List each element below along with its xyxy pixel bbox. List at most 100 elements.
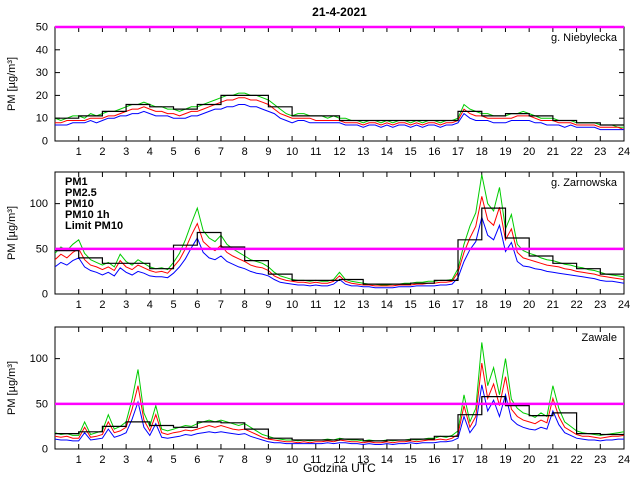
x-tick-label: 1 <box>76 454 82 466</box>
y-tick-label: 0 <box>42 289 48 301</box>
series-pm10-1h <box>55 94 624 126</box>
x-tick-label: 21 <box>547 454 559 466</box>
x-tick-label: 20 <box>523 146 535 158</box>
x-tick-label: 4 <box>147 299 153 311</box>
x-tick-label: 24 <box>618 454 630 466</box>
x-tick-label: 2 <box>99 299 105 311</box>
x-tick-label: 21 <box>547 299 559 311</box>
x-tick-label: 17 <box>452 454 464 466</box>
x-tick-label: 10 <box>286 299 298 311</box>
y-tick-label: 10 <box>36 113 48 125</box>
x-tick-label: 5 <box>170 146 176 158</box>
series-pm10-1h <box>55 396 624 442</box>
x-tick-label: 11 <box>310 454 321 466</box>
x-tick-label: 18 <box>476 146 488 158</box>
x-tick-label: 16 <box>428 454 440 466</box>
x-tick-label: 14 <box>381 146 393 158</box>
x-tick-label: 15 <box>405 146 417 158</box>
panel-title: Zawale <box>582 332 617 344</box>
panel-title: g. Zarnowska <box>551 177 618 189</box>
x-tick-label: 11 <box>310 146 321 158</box>
panel-title: g. Niebylecka <box>551 32 618 44</box>
x-tick-label: 19 <box>499 299 511 311</box>
x-tick-label: 1 <box>76 299 82 311</box>
x-tick-label: 6 <box>194 454 200 466</box>
x-tick-label: 9 <box>265 454 271 466</box>
y-tick-label: 30 <box>36 67 48 79</box>
x-tick-label: 9 <box>265 299 271 311</box>
x-tick-label: 13 <box>357 146 369 158</box>
x-tick-label: 13 <box>357 299 369 311</box>
x-tick-label: 17 <box>452 146 464 158</box>
x-tick-label: 15 <box>405 299 417 311</box>
x-tick-label: 14 <box>381 299 393 311</box>
x-tick-label: 13 <box>357 454 369 466</box>
x-tick-label: 8 <box>242 299 248 311</box>
y-tick-label: 0 <box>42 444 48 456</box>
y-axis-label: PM [µg/m³] <box>6 361 18 415</box>
x-tick-label: 7 <box>218 299 224 311</box>
x-tick-label: 2 <box>99 146 105 158</box>
x-tick-label: 16 <box>428 146 440 158</box>
legend-item-limit-pm10: Limit PM10 <box>65 220 123 232</box>
x-tick-label: 24 <box>618 299 630 311</box>
y-tick-label: 100 <box>30 353 48 365</box>
x-tick-label: 24 <box>618 146 630 158</box>
x-tick-label: 8 <box>242 454 248 466</box>
panel-frame <box>54 171 625 295</box>
figure-title: 21-4-2021 <box>312 5 367 19</box>
x-tick-label: 7 <box>218 146 224 158</box>
x-tick-label: 7 <box>218 454 224 466</box>
x-tick-label: 5 <box>170 454 176 466</box>
x-tick-label: 2 <box>99 454 105 466</box>
series-pm1 <box>55 104 624 131</box>
x-axis-label: Godzina UTC <box>303 461 376 475</box>
x-tick-label: 11 <box>310 299 321 311</box>
x-tick-label: 10 <box>286 146 298 158</box>
panel-frame <box>54 26 625 142</box>
x-tick-label: 1 <box>76 146 82 158</box>
legend-item-pm10: PM10 <box>65 198 94 210</box>
x-tick-label: 18 <box>476 299 488 311</box>
series-pm1 <box>55 384 624 446</box>
x-tick-label: 15 <box>405 454 417 466</box>
y-tick-label: 50 <box>36 398 48 410</box>
x-tick-label: 6 <box>194 299 200 311</box>
x-tick-label: 12 <box>333 146 345 158</box>
x-tick-label: 4 <box>147 454 153 466</box>
legend-item-pm2-5: PM2.5 <box>65 187 97 199</box>
x-tick-label: 21 <box>547 146 559 158</box>
x-tick-label: 6 <box>194 146 200 158</box>
x-tick-label: 8 <box>242 146 248 158</box>
x-tick-label: 9 <box>265 146 271 158</box>
x-tick-label: 4 <box>147 146 153 158</box>
x-tick-label: 20 <box>523 454 535 466</box>
x-tick-label: 22 <box>570 146 582 158</box>
x-tick-label: 19 <box>499 454 511 466</box>
y-axis-label: PM [µg/m³] <box>6 206 18 260</box>
x-tick-label: 12 <box>333 454 345 466</box>
x-tick-label: 3 <box>123 454 129 466</box>
x-tick-label: 5 <box>170 299 176 311</box>
x-tick-label: 20 <box>523 299 535 311</box>
y-tick-label: 50 <box>36 243 48 255</box>
x-tick-label: 14 <box>381 454 393 466</box>
y-tick-label: 20 <box>36 90 48 102</box>
x-tick-label: 22 <box>570 454 582 466</box>
x-tick-label: 23 <box>594 146 606 158</box>
x-tick-label: 3 <box>123 146 129 158</box>
x-tick-label: 10 <box>286 454 298 466</box>
x-tick-label: 23 <box>594 454 606 466</box>
legend-item-pm10-1h: PM10 1h <box>65 209 110 221</box>
x-tick-label: 16 <box>428 299 440 311</box>
y-tick-label: 50 <box>36 22 48 34</box>
series-pm2_5 <box>55 196 624 287</box>
y-tick-label: 40 <box>36 44 48 56</box>
x-tick-label: 17 <box>452 299 464 311</box>
x-tick-label: 23 <box>594 299 606 311</box>
